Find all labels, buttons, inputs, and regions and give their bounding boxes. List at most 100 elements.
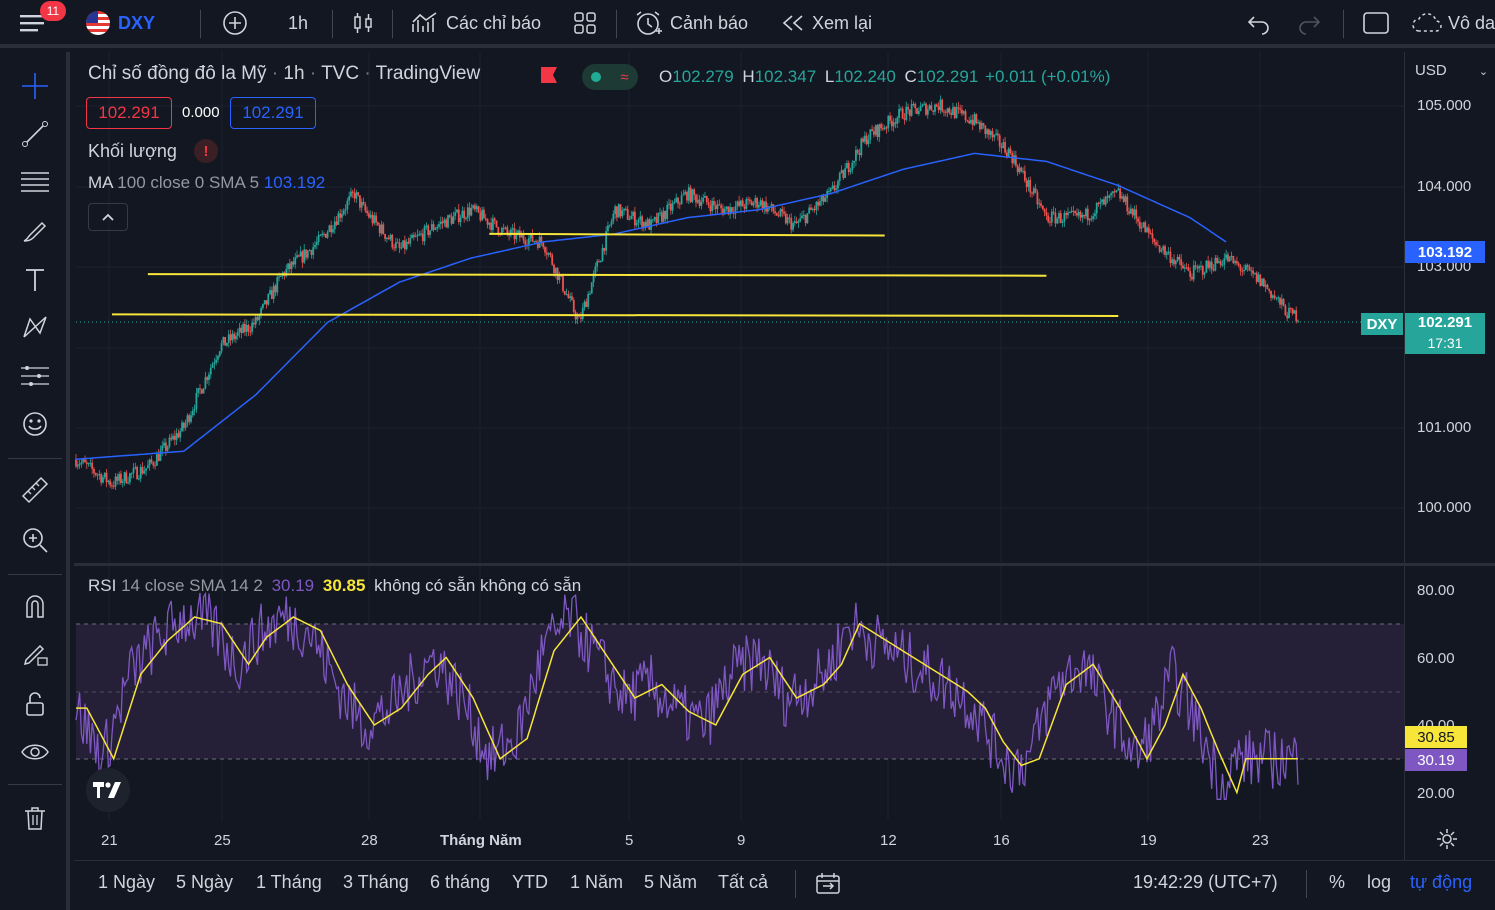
warning-icon[interactable]: !: [194, 139, 218, 163]
candle: [173, 435, 176, 440]
magnet-icon[interactable]: [17, 588, 53, 624]
range-1y[interactable]: 1 Năm: [570, 872, 624, 892]
candle: [272, 285, 275, 299]
candle: [292, 261, 295, 265]
date-range-icon[interactable]: [815, 872, 841, 901]
legend-source: TradingView: [375, 63, 481, 84]
candle: [590, 282, 593, 294]
range-all[interactable]: Tất cả: [718, 872, 769, 892]
candle: [935, 104, 938, 107]
candle: [966, 120, 969, 122]
range-1d[interactable]: 1 Ngày: [98, 872, 156, 892]
layout-button[interactable]: Vô da: [1410, 0, 1495, 46]
bid-box[interactable]: 102.291: [86, 97, 172, 129]
range-6m[interactable]: 6 tháng: [430, 872, 491, 892]
percent-toggle[interactable]: %: [1329, 872, 1346, 892]
undo-button[interactable]: [1246, 0, 1272, 46]
candle: [660, 212, 663, 222]
auto-scale-toggle[interactable]: tự động: [1410, 872, 1473, 892]
candle: [747, 199, 749, 201]
symbol-search[interactable]: DXY: [86, 0, 155, 46]
candle: [1005, 152, 1008, 158]
candle: [409, 238, 412, 244]
candle: [1077, 211, 1080, 216]
replay-button[interactable]: Xem lại: [780, 0, 872, 46]
range-5y[interactable]: 5 Năm: [644, 872, 698, 892]
candle: [1070, 210, 1073, 213]
trend-line-icon[interactable]: [17, 116, 53, 152]
candle: [414, 236, 417, 238]
candle: [775, 213, 778, 216]
range-ytd[interactable]: YTD: [512, 872, 548, 892]
clock-timezone[interactable]: 19:42:29 (UTC+7): [1133, 872, 1278, 892]
range-5d[interactable]: 5 Ngày: [176, 872, 234, 892]
pane-separator[interactable]: [74, 563, 1495, 566]
candle: [765, 201, 767, 212]
chart-style-button[interactable]: [350, 0, 376, 46]
candle: [520, 234, 523, 238]
candle: [693, 189, 696, 195]
range-1m[interactable]: 1 Tháng: [256, 872, 322, 892]
candle: [80, 462, 83, 465]
candle: [651, 219, 654, 221]
text-icon[interactable]: [17, 262, 53, 298]
templates-button[interactable]: [572, 0, 598, 46]
candle: [170, 437, 173, 440]
tradingview-logo[interactable]: [86, 768, 130, 812]
candle: [456, 209, 458, 213]
trash-icon[interactable]: [17, 800, 53, 836]
menu-icon[interactable]: [18, 0, 54, 46]
settings-gear-icon[interactable]: [1436, 828, 1458, 855]
candle: [1025, 180, 1028, 187]
candle: [366, 210, 369, 214]
ruler-icon[interactable]: [17, 472, 53, 508]
eye-icon[interactable]: [17, 734, 53, 770]
fib-lines-icon[interactable]: [17, 164, 53, 200]
lock-drawing-icon[interactable]: [17, 636, 53, 672]
candle: [718, 204, 721, 206]
candle: [930, 105, 933, 111]
currency-selector[interactable]: USD ⌄: [1415, 62, 1488, 79]
candle: [675, 197, 678, 202]
unlock-icon[interactable]: [17, 686, 53, 722]
candle: [439, 221, 442, 225]
range-3m[interactable]: 3 Tháng: [343, 872, 409, 892]
zoom-in-icon[interactable]: [17, 522, 53, 558]
pattern-icon[interactable]: [17, 310, 53, 346]
prediction-icon[interactable]: [17, 358, 53, 394]
candle: [279, 275, 282, 277]
interval-button[interactable]: 1h: [288, 12, 309, 33]
log-toggle[interactable]: log: [1367, 872, 1392, 892]
market-status[interactable]: ≈: [582, 64, 638, 90]
compare-add-button[interactable]: [222, 0, 248, 46]
ask-box[interactable]: 102.291: [230, 97, 316, 129]
candle: [551, 255, 554, 265]
candle: [1252, 270, 1254, 274]
indicators-button[interactable]: Các chỉ báo: [410, 0, 541, 46]
candle: [1124, 196, 1127, 202]
candle: [233, 333, 236, 340]
crosshair-icon[interactable]: [17, 68, 53, 104]
brush-icon[interactable]: [17, 212, 53, 248]
collapse-legend-button[interactable]: [88, 203, 128, 231]
fullscreen-button[interactable]: [1362, 0, 1390, 46]
candle: [351, 191, 354, 193]
candle: [795, 221, 798, 223]
emoji-icon[interactable]: [17, 406, 53, 442]
flag-icon[interactable]: [540, 67, 558, 83]
chart-area[interactable]: [74, 52, 1495, 910]
candle: [1262, 278, 1265, 287]
candle: [986, 129, 989, 135]
candle: [1137, 218, 1139, 222]
candle: [1068, 212, 1071, 214]
redo-button[interactable]: [1296, 0, 1322, 46]
candle: [1094, 213, 1096, 217]
candle: [278, 276, 280, 278]
time-tick: Tháng Năm: [440, 832, 522, 849]
candle: [890, 120, 893, 127]
candle: [1000, 146, 1003, 148]
candle: [502, 227, 505, 229]
alert-button[interactable]: Cảnh báo: [634, 0, 748, 46]
candle: [946, 108, 949, 113]
